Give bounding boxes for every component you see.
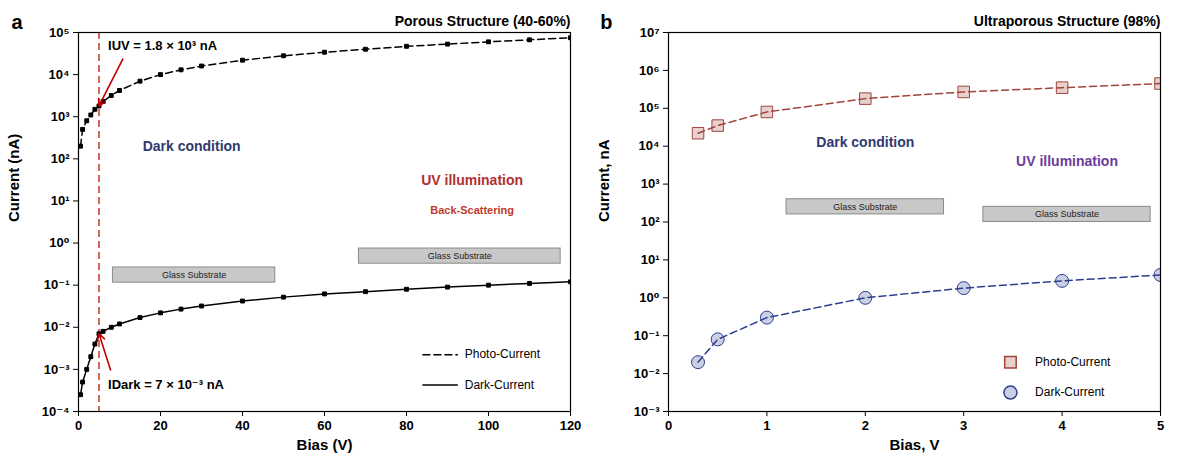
svg-text:10⁴: 10⁴ <box>49 67 70 82</box>
svg-text:Current, nA: Current, nA <box>595 139 612 222</box>
svg-text:0: 0 <box>665 418 672 433</box>
svg-text:10²: 10² <box>51 151 70 166</box>
svg-text:0: 0 <box>75 418 82 433</box>
svg-text:10⁷: 10⁷ <box>640 25 660 40</box>
svg-text:UV illumination: UV illumination <box>421 172 523 188</box>
svg-text:100: 100 <box>478 418 500 433</box>
svg-text:10³: 10³ <box>51 109 70 124</box>
svg-text:Ultraporous Structure (98%): Ultraporous Structure (98%) <box>974 13 1161 29</box>
svg-text:Photo-Current: Photo-Current <box>1035 355 1111 369</box>
svg-text:10²: 10² <box>641 214 660 229</box>
svg-text:10¹: 10¹ <box>641 252 660 267</box>
svg-text:120: 120 <box>560 418 582 433</box>
svg-text:IUV = 1.8 × 10³ nA: IUV = 1.8 × 10³ nA <box>108 38 218 53</box>
svg-text:10⁻¹: 10⁻¹ <box>634 328 660 343</box>
svg-text:Dark-Current: Dark-Current <box>1035 385 1105 399</box>
svg-text:Glass Substrate: Glass Substrate <box>1035 209 1099 219</box>
svg-text:b: b <box>600 11 612 33</box>
svg-text:1: 1 <box>763 418 770 433</box>
svg-text:10¹: 10¹ <box>51 193 70 208</box>
svg-text:10⁻³: 10⁻³ <box>44 362 70 377</box>
svg-text:Dark condition: Dark condition <box>143 138 241 154</box>
svg-text:40: 40 <box>235 418 249 433</box>
svg-text:10⁶: 10⁶ <box>639 63 659 78</box>
svg-text:Glass Substrate: Glass Substrate <box>162 270 226 280</box>
svg-text:60: 60 <box>317 418 331 433</box>
svg-text:Photo-Current: Photo-Current <box>465 347 541 361</box>
svg-text:Dark-Current: Dark-Current <box>465 378 535 392</box>
svg-text:2: 2 <box>862 418 869 433</box>
svg-text:10⁵: 10⁵ <box>639 100 660 115</box>
svg-text:10³: 10³ <box>641 176 660 191</box>
svg-text:10⁻⁴: 10⁻⁴ <box>42 404 70 419</box>
svg-text:UV illumination: UV illumination <box>1016 153 1118 169</box>
svg-text:20: 20 <box>153 418 167 433</box>
svg-text:Bias (V): Bias (V) <box>297 436 353 453</box>
svg-text:10⁰: 10⁰ <box>49 235 69 250</box>
svg-text:5: 5 <box>1157 418 1164 433</box>
svg-text:a: a <box>11 11 23 33</box>
svg-text:10⁻²: 10⁻² <box>634 366 660 381</box>
svg-text:4: 4 <box>1058 418 1066 433</box>
svg-text:Glass Substrate: Glass Substrate <box>833 202 897 212</box>
svg-text:Glass Substrate: Glass Substrate <box>428 251 492 261</box>
svg-text:10⁰: 10⁰ <box>639 290 659 305</box>
svg-text:10⁻²: 10⁻² <box>44 319 70 334</box>
svg-text:Current (nA): Current (nA) <box>5 134 22 222</box>
svg-text:Dark condition: Dark condition <box>816 134 914 150</box>
svg-text:10⁵: 10⁵ <box>49 25 70 40</box>
svg-text:80: 80 <box>399 418 413 433</box>
svg-text:10⁻¹: 10⁻¹ <box>44 277 70 292</box>
svg-text:3: 3 <box>960 418 967 433</box>
svg-text:Bias, V: Bias, V <box>889 436 939 453</box>
svg-text:10⁻³: 10⁻³ <box>634 404 660 419</box>
svg-text:10⁴: 10⁴ <box>639 138 660 153</box>
svg-text:IDark = 7 × 10⁻³ nA: IDark = 7 × 10⁻³ nA <box>108 377 225 392</box>
svg-text:Porous Structure (40-60%): Porous Structure (40-60%) <box>395 13 571 29</box>
svg-text:Back-Scattering: Back-Scattering <box>430 204 514 216</box>
